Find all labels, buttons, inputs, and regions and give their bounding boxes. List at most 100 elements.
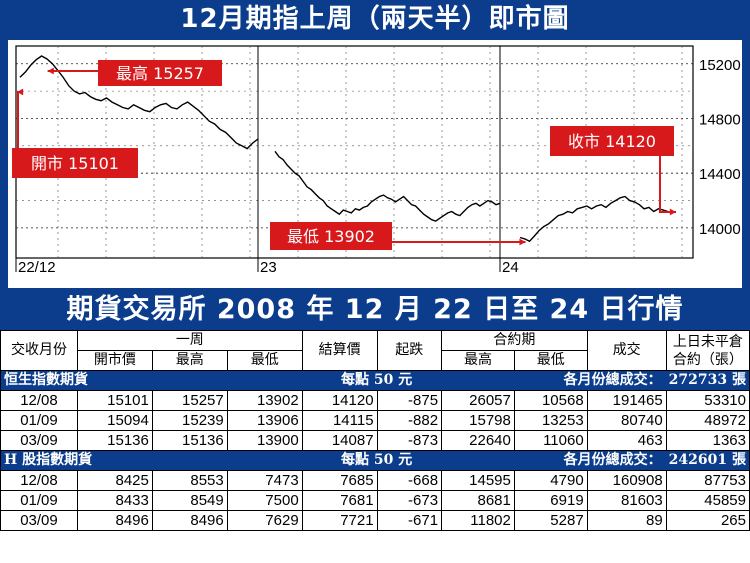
- section-per-point: 每點 50 元: [341, 452, 413, 468]
- table-cell: 13900: [226, 430, 303, 451]
- table-cell: 14595: [441, 470, 515, 491]
- low-annotation-box: [270, 222, 392, 250]
- table-cell: 7500: [226, 490, 303, 511]
- y-tick-label: 15200: [699, 57, 741, 74]
- table-cell: 4790: [513, 470, 588, 491]
- table-cell: 15239: [151, 410, 228, 431]
- table-row: 01/09 15094 15239 13906 14115 -882 15798 13253 8…: [0, 410, 750, 431]
- table-cell: 14115: [301, 410, 378, 431]
- oi-header: 上日未平倉合約（張）: [665, 330, 750, 371]
- volume-header: 成交: [586, 330, 667, 371]
- table-cell: 80740: [586, 410, 667, 431]
- table-cell: 14087: [301, 430, 378, 451]
- table-row: 12/08 15101 15257 13902 14120 -875 26057 10568 1…: [0, 390, 750, 411]
- header-row-2: 開市價 最高 最低 最高 最低: [1, 350, 750, 371]
- table-cell: -668: [376, 470, 443, 491]
- y-tick-label: 14000: [699, 221, 741, 238]
- section-total-volume: 各月份總成交： 242601 張: [563, 452, 746, 468]
- table-title: 期貨交易所 2008 年 12 月 22 日至 24 日行情: [66, 294, 684, 325]
- table-cell: 1363: [665, 430, 750, 451]
- table-cell: 14120: [301, 390, 378, 411]
- price-series-line: [519, 195, 669, 243]
- price-series-line: [274, 150, 501, 222]
- low-annotation-label: 最低 13902: [287, 227, 375, 246]
- table-cell: 8553: [151, 470, 228, 491]
- table-cell: 5287: [513, 510, 588, 531]
- table-cell: 89: [586, 510, 667, 531]
- table-cell: 7473: [226, 470, 303, 491]
- table-cell: 87753: [665, 470, 750, 491]
- table-cell: 8549: [151, 490, 228, 511]
- table-cell: 15136: [151, 430, 228, 451]
- table-cell: 11060: [513, 430, 588, 451]
- high-annotation-label: 最高 15257: [116, 64, 204, 83]
- table-row: 03/09 8496 8496 7629 7721 -671 11802 5287 89 265: [0, 510, 750, 531]
- table-cell: 12/08: [0, 470, 78, 491]
- section-header-row: 恒生指數期貨 每點 50 元 各月份總成交： 272733 張: [0, 370, 750, 391]
- table-cell: 6919: [513, 490, 588, 511]
- contract-header: 合約期: [441, 330, 588, 351]
- low-annotation-arrowhead: [519, 238, 526, 246]
- table-cell: 265: [665, 510, 750, 531]
- section-name: 恒生指數期貨: [4, 372, 88, 388]
- high-header: 最高: [151, 350, 228, 371]
- table-cell: 01/09: [0, 410, 78, 431]
- low-header: 最低: [226, 350, 303, 371]
- open-header: 開市價: [76, 350, 153, 371]
- open-annotation-arrowhead: [17, 88, 24, 96]
- table-cell: 13906: [226, 410, 303, 431]
- table-cell: 13253: [513, 410, 588, 431]
- table-cell: 53310: [665, 390, 750, 411]
- market-table-panel: 交收月份 一周 結算價 起跌 合約期 成交 上日未平倉合約（張） 開市價 最高 …: [0, 330, 750, 563]
- table-cell: -882: [376, 410, 443, 431]
- table-cell: 01/09: [0, 490, 78, 511]
- open-annotation-arrow: [17, 91, 19, 148]
- table-cell: 15798: [441, 410, 515, 431]
- table-cell: 8433: [76, 490, 153, 511]
- x-tick-label: 22/12: [18, 259, 56, 276]
- chart-panel: 15200 14800 14400 14000 22/12 23 24 最高 15257 開市 …: [8, 40, 742, 288]
- week-header: 一周: [76, 330, 303, 351]
- table-cell: 11802: [441, 510, 515, 531]
- table-cell: 45859: [665, 490, 750, 511]
- table-cell: 81603: [586, 490, 667, 511]
- y-tick-label: 14400: [699, 166, 741, 183]
- table-cell: 12/08: [0, 390, 78, 411]
- table-cell: -875: [376, 390, 443, 411]
- table-cell: 10568: [513, 390, 588, 411]
- table-cell: 8425: [76, 470, 153, 491]
- table-cell: 7685: [301, 470, 378, 491]
- open-annotation-label: 開市 15101: [31, 154, 119, 173]
- section-header-row: H 股指數期貨 每點 50 元 各月份總成交： 242601 張: [0, 450, 750, 471]
- table-cell: 7721: [301, 510, 378, 531]
- table-cell: 22640: [441, 430, 515, 451]
- table-cell: 15094: [76, 410, 153, 431]
- chart-title: 12月期指上周（兩天半）即市圖: [180, 4, 570, 34]
- contract-high-header: 最高: [441, 350, 515, 371]
- table-cell: 7681: [301, 490, 378, 511]
- change-header: 起跌: [376, 330, 443, 371]
- table-row: 12/08 8425 8553 7473 7685 -668 14595 4790 160908…: [0, 470, 750, 491]
- table-cell: 03/09: [0, 510, 78, 531]
- intraday-chart: 15200 14800 14400 14000 22/12 23 24 最高 15257 開市 …: [12, 45, 741, 276]
- section-name: H 股指數期貨: [4, 452, 93, 468]
- high-annotation-box: [98, 60, 222, 86]
- table-cell: -673: [376, 490, 443, 511]
- table-cell: 13902: [226, 390, 303, 411]
- table-cell: 03/09: [0, 430, 78, 451]
- table-cell: 463: [586, 430, 667, 451]
- table-cell: 191465: [586, 390, 667, 411]
- close-annotation-label: 收市 14120: [568, 132, 656, 151]
- table-cell: 48972: [665, 410, 750, 431]
- table-cell: 15257: [151, 390, 228, 411]
- open-annotation-box: [12, 148, 138, 178]
- table-row: 03/09 15136 15136 13900 14087 -873 22640 11060 4…: [0, 430, 750, 451]
- table-cell: 8496: [76, 510, 153, 531]
- high-annotation-arrowhead: [47, 67, 54, 75]
- table-row: 01/09 8433 8549 7500 7681 -673 8681 6919 81603 45…: [0, 490, 750, 511]
- close-annotation-arrowhead: [669, 208, 676, 216]
- table-cell: -671: [376, 510, 443, 531]
- close-annotation-box: [550, 126, 674, 156]
- y-tick-label: 14800: [699, 111, 741, 128]
